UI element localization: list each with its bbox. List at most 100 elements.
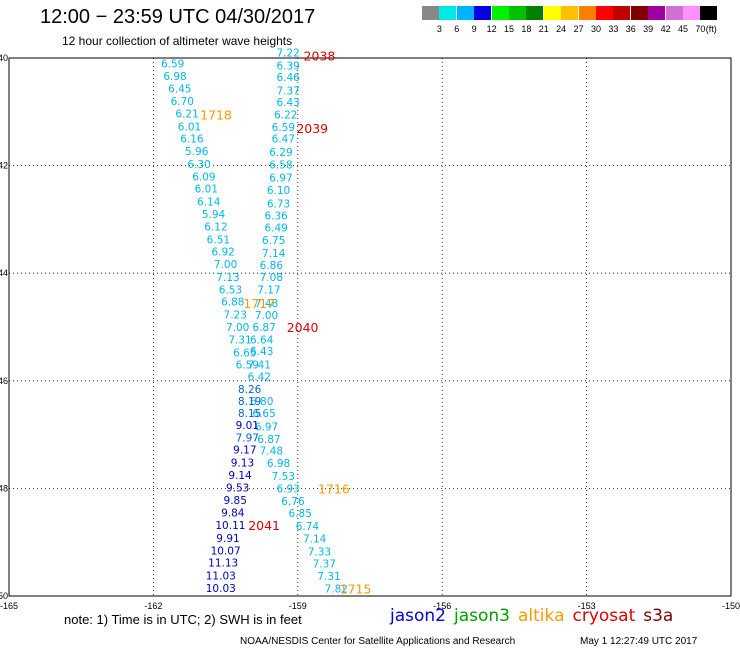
wave-height-value: 7.00 [255, 310, 278, 322]
latitude-tick-label: -44 [0, 268, 8, 278]
wave-height-value: 6.01 [195, 184, 218, 196]
wave-height-value: 6.88 [221, 297, 244, 309]
colorbar-label: 33 [608, 24, 619, 34]
latitude-tick-label: -50 [0, 591, 8, 601]
wave-height-value: 7.48 [260, 446, 283, 458]
colorbar-label: 6 [454, 24, 460, 34]
wave-height-value: 7.17 [257, 284, 280, 296]
wave-height-value: 6.49 [264, 222, 287, 234]
wave-height-value: 6.59 [272, 122, 295, 134]
map-note: note: 1) Time is in UTC; 2) SWH is in fe… [64, 612, 302, 627]
colorbar-swatch [422, 6, 439, 20]
colorbar-unit: (ft) [705, 24, 717, 34]
wave-height-value: 7.00 [226, 322, 249, 334]
wave-height-value: 6.21 [175, 108, 198, 120]
wave-height-value: 6.42 [248, 371, 271, 383]
colorbar-label: 36 [625, 24, 636, 34]
wave-height-value: 9.85 [224, 495, 247, 507]
wave-height-value: 6.98 [267, 458, 290, 470]
wave-height-value: 6.87 [257, 434, 280, 446]
wave-height-value: 6.51 [207, 234, 230, 246]
pass-time-label: 1716 [318, 481, 350, 496]
wave-height-value: 7.13 [216, 272, 239, 284]
wave-height-value: 7.31 [228, 334, 251, 346]
satellite-legend: jason2 jason3 altika cryosat s3a [390, 606, 681, 626]
wave-height-value: 6.53 [219, 284, 242, 296]
wave-height-value: 6.58 [269, 160, 292, 172]
wave-height-value: 6.70 [171, 96, 194, 108]
colorbar-swatch [526, 6, 544, 20]
colorbar-label: 9 [471, 24, 477, 34]
latitude-tick-label: -48 [0, 483, 8, 493]
map-title: 12:00 − 23:59 UTC 04/30/2017 [40, 6, 316, 28]
wave-height-value: 9.84 [221, 508, 245, 520]
wave-height-value: 7.00 [214, 259, 237, 271]
longitude-tick-label: -156 [433, 601, 451, 611]
colorbar-label: 45 [677, 24, 688, 34]
wave-height-value: 6.10 [267, 185, 290, 197]
wave-height-value: 6.65 [252, 408, 275, 420]
wave-height-value: 7.31 [317, 571, 340, 583]
colorbar-label: 15 [503, 24, 514, 34]
wave-height-value: 6.14 [197, 197, 221, 209]
wave-height-value: 9.01 [236, 420, 259, 432]
wave-height-value: 11.03 [206, 571, 236, 583]
wave-height-value: 11.13 [208, 558, 238, 570]
colorbar-swatch [596, 6, 613, 20]
colorbar-swatch [665, 6, 683, 20]
wave-height-value: 6.59 [161, 58, 184, 70]
wave-height-value: 6.43 [276, 97, 299, 109]
wave-height-value: 10.07 [211, 545, 241, 557]
wave-height-value: 6.43 [250, 346, 273, 358]
wave-height-value: 7.14 [262, 248, 286, 260]
longitude-tick-label: -150 [722, 601, 740, 611]
colorbar-swatch [683, 6, 700, 20]
wave-height-value: 10.03 [206, 583, 236, 595]
wave-height-value: 6.76 [281, 496, 305, 508]
wave-height-value: 6.92 [211, 247, 234, 259]
wave-height-value: 7.82 [325, 583, 348, 595]
wave-height-value: 6.80 [250, 396, 273, 408]
pass-time-label: 1717 [243, 296, 275, 311]
wave-height-value: 6.30 [187, 159, 210, 171]
pass-time-label: 2038 [304, 48, 336, 63]
wave-height-value: 6.85 [289, 508, 312, 520]
wave-height-value: 6.65 [233, 347, 256, 359]
colorbar-swatch [700, 6, 718, 20]
colorbar-label: 12 [486, 24, 497, 34]
wave-height-value: 6.74 [296, 521, 320, 533]
wave-height-value: 6.59 [236, 360, 259, 372]
colorbar-swatch [648, 6, 666, 20]
wave-height-value: 5.94 [202, 209, 226, 221]
wave-height-value: 6.75 [262, 235, 285, 247]
wave-height-value: 6.98 [163, 71, 186, 83]
colorbar-swatch [456, 6, 474, 20]
wave-height-value: 7.14 [303, 533, 327, 545]
colorbar-label: 3 [436, 24, 442, 34]
colorbar-swatch [613, 6, 631, 20]
legend-jason3: jason3 [454, 606, 510, 626]
pass-time-label: 1718 [200, 107, 232, 122]
pass-time-label: 1715 [340, 581, 372, 596]
map-frame [8, 57, 732, 597]
generation-timestamp: May 1 12:27:49 UTC 2017 [580, 636, 698, 647]
wave-height-value: 6.97 [269, 172, 292, 184]
wave-height-value: 10.11 [215, 520, 245, 532]
wave-height-value: 9.17 [233, 445, 256, 457]
wave-height-value: 6.86 [260, 260, 284, 272]
wave-height-value: 9.91 [216, 533, 239, 545]
wave-height-value: 6.22 [274, 109, 297, 121]
wave-height-value: 8.26 [238, 384, 262, 396]
wave-height-value: 9.53 [226, 482, 249, 494]
wave-height-value: 7.37 [313, 559, 336, 571]
wave-height-value: 7.37 [276, 85, 299, 97]
wave-height-value: 7.08 [260, 272, 283, 284]
legend-altika: altika [518, 606, 565, 626]
map-subtitle: 12 hour collection of altimeter wave hei… [62, 34, 293, 48]
wave-height-value: 7.22 [276, 48, 299, 60]
wave-height-value: 6.36 [264, 211, 288, 223]
latitude-tick-label: -42 [0, 161, 8, 171]
wave-height-value: 6.47 [272, 134, 295, 146]
colorbar-label: 27 [573, 24, 584, 34]
